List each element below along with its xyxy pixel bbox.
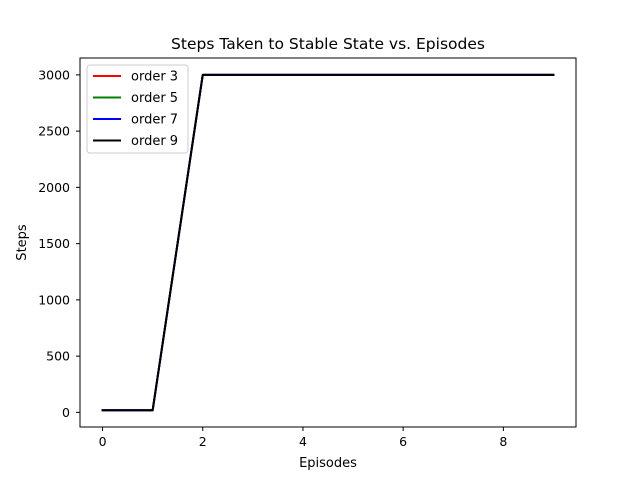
legend-frame bbox=[86, 64, 189, 154]
x-tick-label: 8 bbox=[499, 434, 507, 449]
y-tick-label: 1500 bbox=[38, 236, 70, 251]
plot-frame bbox=[79, 57, 577, 428]
legend: order 3 order 5 order 7 order 9 bbox=[86, 64, 189, 154]
x-tick-label: 6 bbox=[399, 434, 407, 449]
x-tick-label: 2 bbox=[199, 434, 207, 449]
series-layer bbox=[101, 73, 555, 412]
x-tick-label: 0 bbox=[99, 434, 107, 449]
y-tick-label: 500 bbox=[46, 349, 70, 364]
y-axis-label: Steps bbox=[15, 224, 30, 261]
y-tick-label: 2500 bbox=[38, 124, 70, 139]
y-tick-label: 0 bbox=[62, 405, 70, 420]
legend-label: order 7 bbox=[131, 113, 178, 128]
x-axis-label: Episodes bbox=[299, 456, 357, 471]
y-tick-label: 2000 bbox=[38, 180, 70, 195]
y-tick-label: 1000 bbox=[38, 292, 70, 307]
legend-label: order 9 bbox=[131, 134, 178, 149]
series-line-4 bbox=[101, 73, 555, 412]
ticks-layer: 0 2 4 6 8 0 500 1000 1500 2000 2500 3000 bbox=[38, 67, 507, 449]
y-tick-label: 3000 bbox=[38, 67, 70, 82]
legend-label: order 5 bbox=[131, 91, 178, 106]
x-tick-label: 4 bbox=[299, 434, 307, 449]
legend-label: order 3 bbox=[131, 70, 178, 85]
chart-title: Steps Taken to Stable State vs. Episodes bbox=[171, 35, 485, 53]
